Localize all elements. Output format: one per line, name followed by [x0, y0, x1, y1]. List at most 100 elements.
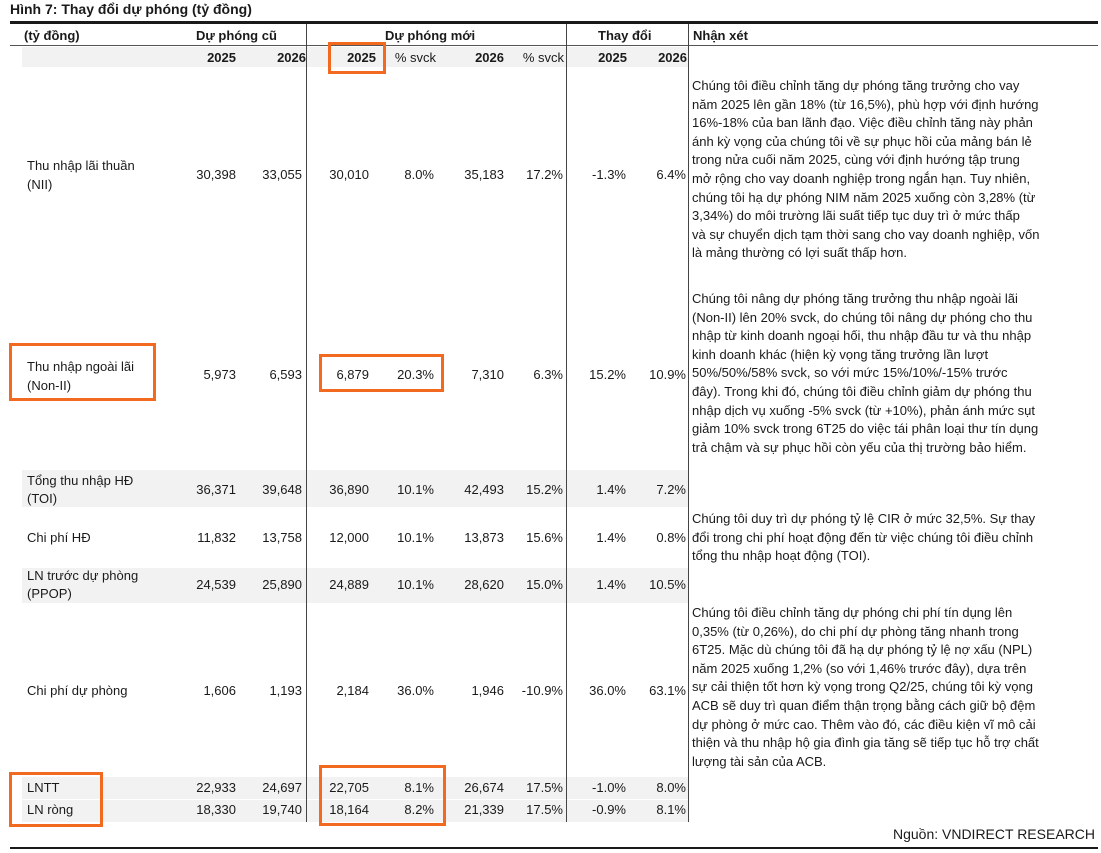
comment-line: lượng tài sản của ACB.: [692, 753, 827, 769]
row-label-nii-2: (NII): [27, 177, 53, 192]
cell-chg-2026: 63.1%: [649, 683, 686, 698]
cell-old-2026: 13,758: [262, 530, 302, 545]
row-separator: [22, 67, 688, 68]
cell-new-2026-yoy: 17.5%: [526, 802, 563, 817]
row-label-nonii-2: (Non-II): [27, 378, 72, 393]
col-old-2025: 2025: [207, 50, 236, 65]
comment-line: (Non-II) lên 20% svck, do chúng tôi nâng…: [692, 309, 1033, 325]
comment-line: Chúng tôi điều chỉnh tăng dự phóng chi p…: [692, 605, 1013, 620]
comment-line: Chúng tôi điều chỉnh tăng dự phóng tăng …: [692, 78, 1020, 93]
cell-new-2026-yoy: 17.2%: [526, 167, 563, 182]
comment-line: 0,35% (từ 0,26%), do chi phí dự phòng tă…: [692, 623, 1019, 639]
comment-line: Chúng tôi duy trì dự phóng tỷ lệ CIR ở m…: [692, 511, 1036, 526]
row-label-npat: LN ròng: [27, 802, 74, 817]
cell-old-2026: 19,740: [262, 802, 302, 817]
divider-new-change: [566, 24, 567, 822]
row-label-opex: Chi phí HĐ: [27, 530, 91, 545]
cell-new-2026-yoy: 15.0%: [526, 577, 563, 592]
comment-line: mở rộng cho vay doanh nghiệp trong ngắn …: [692, 170, 1031, 186]
cell-chg-2025: 1.4%: [596, 530, 626, 545]
cell-chg-2025: 36.0%: [589, 683, 626, 698]
comment-line: năm 2025 xuống 1,2% (so với 1,46% trước …: [692, 660, 1027, 676]
cell-old-2025: 5,973: [203, 367, 236, 382]
comment-line: ACB sẽ duy trì quan điểm thận trọng bằng…: [692, 697, 1036, 713]
cell-new-2025-yoy: 8.1%: [404, 780, 434, 795]
col-new-2026: 2026: [475, 50, 504, 65]
cell-new-2026: 21,339: [464, 802, 504, 817]
highlight-profit-values: [319, 765, 446, 826]
col-old-2026: 2026: [277, 50, 306, 65]
cell-new-2025: 18,164: [329, 802, 369, 817]
cell-new-2026-yoy: 15.6%: [526, 530, 563, 545]
comment-line: 3,34%) do môi trường lãi suất tiếp tục d…: [692, 208, 1020, 224]
bottom-rule: [10, 847, 1098, 849]
col-chg-2026: 2026: [658, 50, 687, 65]
row-label-toi-2: (TOI): [27, 491, 58, 506]
row-separator: [22, 469, 688, 470]
cell-new-2025-yoy: 10.1%: [397, 530, 434, 545]
cell-chg-2026: 10.5%: [649, 577, 686, 592]
row-label-ppop-2: (PPOP): [27, 586, 72, 601]
comment-line: dự phòng ở mức cao. Thêm vào đó, các điề…: [692, 716, 1036, 732]
comment-line: thiện và thu nhập hộ gia đình gia tăng s…: [692, 735, 1039, 751]
header-rule: [10, 45, 1098, 46]
comment-line: 6T25. Mặc dù chúng tôi đã hạ dự phóng tỷ…: [692, 642, 1033, 658]
cell-new-2026-yoy: 6.3%: [533, 367, 563, 382]
comment-line: năm 2025 lên gần 18% (từ 16,5%), phù hợp…: [692, 96, 1039, 112]
comment-line: chúng tôi hạ dự phóng NIM năm 2025 xuống…: [692, 189, 1036, 205]
cell-new-2025: 30,010: [329, 167, 369, 182]
col-new-2025: 2025: [347, 50, 376, 65]
cell-old-2025: 30,398: [196, 167, 236, 182]
cell-old-2025: 18,330: [196, 802, 236, 817]
row-separator: [22, 567, 688, 568]
comment-opex: Chúng tôi duy trì dự phóng tỷ lệ CIR ở m…: [692, 510, 1092, 566]
col-new-2025-yoy: % svck: [394, 50, 436, 65]
cell-new-2026: 28,620: [464, 577, 504, 592]
cell-chg-2026: 0.8%: [656, 530, 686, 545]
cell-new-2026: 42,493: [464, 482, 504, 497]
cell-old-2026: 39,648: [262, 482, 302, 497]
cell-old-2026: 6,593: [269, 367, 302, 382]
cell-old-2026: 25,890: [262, 577, 302, 592]
comment-line: tổng thu nhập hoạt động (TOI).: [692, 548, 871, 564]
cell-new-2025: 24,889: [329, 577, 369, 592]
comment-line: đây). Trong khi đó, chúng tôi điều chỉnh…: [692, 383, 1032, 399]
row-shade-ppop: [22, 567, 688, 603]
cell-chg-2025: -0.9%: [592, 802, 626, 817]
row-label-toi-1: Tổng thu nhập HĐ: [27, 473, 134, 488]
row-separator: [22, 603, 688, 604]
comment-line: trong nửa cuối năm 2025, cùng với định h…: [692, 152, 1020, 168]
cell-new-2026-yoy: 17.5%: [526, 780, 563, 795]
cell-new-2026: 1,946: [471, 683, 504, 698]
cell-chg-2025: 1.4%: [596, 482, 626, 497]
comment-line: nhập từ kinh doanh ngoại hối, thu nhập đ…: [692, 328, 1032, 344]
cell-chg-2026: 10.9%: [649, 367, 686, 382]
highlight-nonii-values: [319, 354, 444, 392]
row-label-nonii-1: Thu nhập ngoài lãi: [27, 359, 134, 374]
cell-new-2025-yoy: 10.1%: [397, 482, 434, 497]
group-old-forecast: Dự phóng cũ: [196, 28, 277, 43]
group-comment: Nhận xét: [693, 28, 748, 43]
cell-old-2026: 1,193: [269, 683, 302, 698]
divider-change-comment: [688, 24, 689, 822]
cell-chg-2025: -1.0%: [592, 780, 626, 795]
highlight-nonii-label: [9, 343, 156, 401]
comment-line: nhập dịch vụ xuống -5% svck (từ +10%), p…: [692, 402, 1035, 418]
cell-new-2026-yoy: -10.9%: [521, 683, 563, 698]
cell-new-2025: 36,890: [329, 482, 369, 497]
cell-old-2025: 36,371: [196, 482, 236, 497]
cell-old-2025: 11,832: [197, 530, 236, 545]
cell-new-2025: 12,000: [329, 530, 369, 545]
cell-chg-2025: 1.4%: [596, 577, 626, 592]
cell-new-2026: 13,873: [464, 530, 504, 545]
cell-new-2026: 35,183: [464, 167, 504, 182]
subheader-shade: [22, 47, 688, 67]
col-chg-2025: 2025: [598, 50, 627, 65]
cell-old-2025: 1,606: [203, 683, 236, 698]
comment-line: Chúng tôi nâng dự phóng tăng trưởng thu …: [692, 291, 1018, 306]
unit-label: (tỷ đồng): [24, 28, 80, 43]
comment-line: kinh doanh khác (hiện kỳ vọng tăng trưởn…: [692, 346, 989, 362]
comment-line: sự cải thiện tốt hơn kỳ vọng trong Q2/25…: [692, 679, 1033, 695]
row-separator: [22, 776, 688, 777]
comment-provision: Chúng tôi điều chỉnh tăng dự phóng chi p…: [692, 604, 1092, 771]
